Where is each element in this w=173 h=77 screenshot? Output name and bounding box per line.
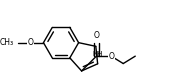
Text: CH₃: CH₃: [0, 38, 14, 47]
Text: NH: NH: [92, 51, 103, 57]
Text: O: O: [28, 38, 33, 47]
Text: O: O: [108, 52, 114, 61]
Text: O: O: [93, 31, 99, 40]
